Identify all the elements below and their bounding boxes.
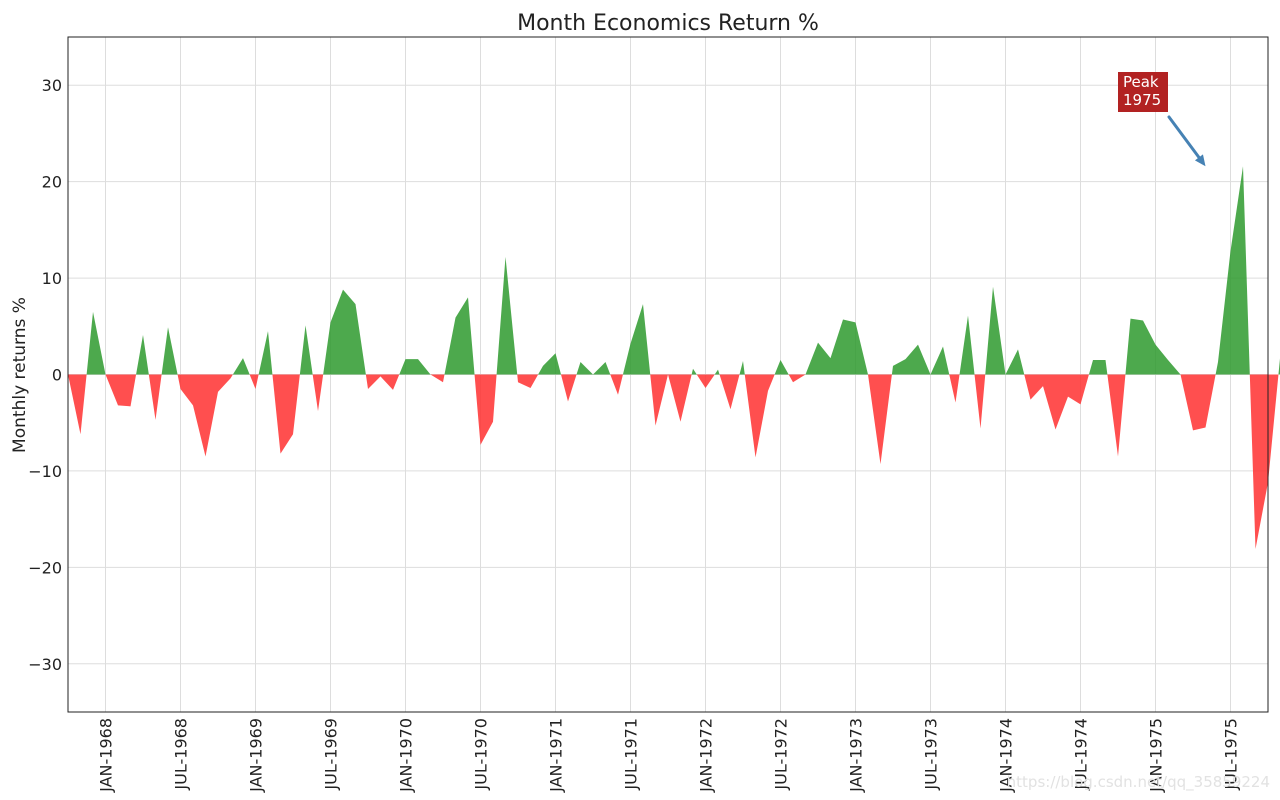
- x-tick-label: JAN-1972: [697, 718, 716, 793]
- y-axis-ticks: −30 −20 −10 0 10 20 30: [28, 76, 62, 674]
- y-tick-label: −10: [28, 462, 62, 481]
- x-tick-label: JUL-1972: [772, 718, 791, 791]
- y-tick-label: 10: [42, 269, 62, 288]
- x-tick-label: JAN-1973: [847, 718, 866, 793]
- annotation-line-2: 1975: [1123, 91, 1161, 109]
- x-tick-label: JUL-1968: [172, 718, 191, 791]
- x-tick-label: JUL-1970: [472, 718, 491, 791]
- annotation-arrow: [1167, 115, 1201, 159]
- x-tick-label: JAN-1975: [1147, 718, 1166, 793]
- annotation-box: [1118, 72, 1168, 112]
- x-tick-label: JUL-1969: [322, 718, 341, 791]
- chart-title: Month Economics Return %: [517, 11, 819, 36]
- positive-returns-area: [86, 166, 1280, 375]
- watermark: https://blog.csdn.net/qq_35859224: [1007, 773, 1270, 792]
- x-tick-label: JAN-1974: [997, 718, 1016, 793]
- x-tick-label: JUL-1973: [922, 718, 941, 791]
- x-axis-ticks: JAN-1968 JUL-1968 JAN-1969 JUL-1969 JAN-1970…: [97, 718, 1241, 793]
- plot-frame: [67, 36, 1269, 713]
- x-tick-label: JAN-1970: [397, 718, 416, 793]
- area-series: [68, 166, 1280, 550]
- x-tick-label: JUL-1975: [1222, 718, 1241, 791]
- y-tick-label: −30: [28, 655, 62, 674]
- x-tick-label: JUL-1971: [622, 718, 641, 791]
- y-axis-label: Monthly returns %: [10, 297, 30, 453]
- peak-annotation: Peak 1975: [1118, 72, 1206, 167]
- x-tick-label: JAN-1968: [97, 718, 116, 793]
- y-tick-label: 0: [52, 366, 62, 385]
- x-tick-label: JAN-1971: [547, 718, 566, 793]
- y-tick-label: 30: [42, 76, 62, 95]
- annotation-line-1: Peak: [1123, 73, 1159, 91]
- x-tick-label: JUL-1974: [1072, 718, 1091, 791]
- y-tick-label: −20: [28, 558, 62, 577]
- annotation-arrow-head: [1194, 154, 1206, 167]
- y-tick-label: 20: [42, 173, 62, 192]
- annotation-text: Peak 1975: [1123, 73, 1163, 109]
- negative-returns-area: [68, 374, 1279, 550]
- x-tick-label: JAN-1969: [247, 718, 266, 793]
